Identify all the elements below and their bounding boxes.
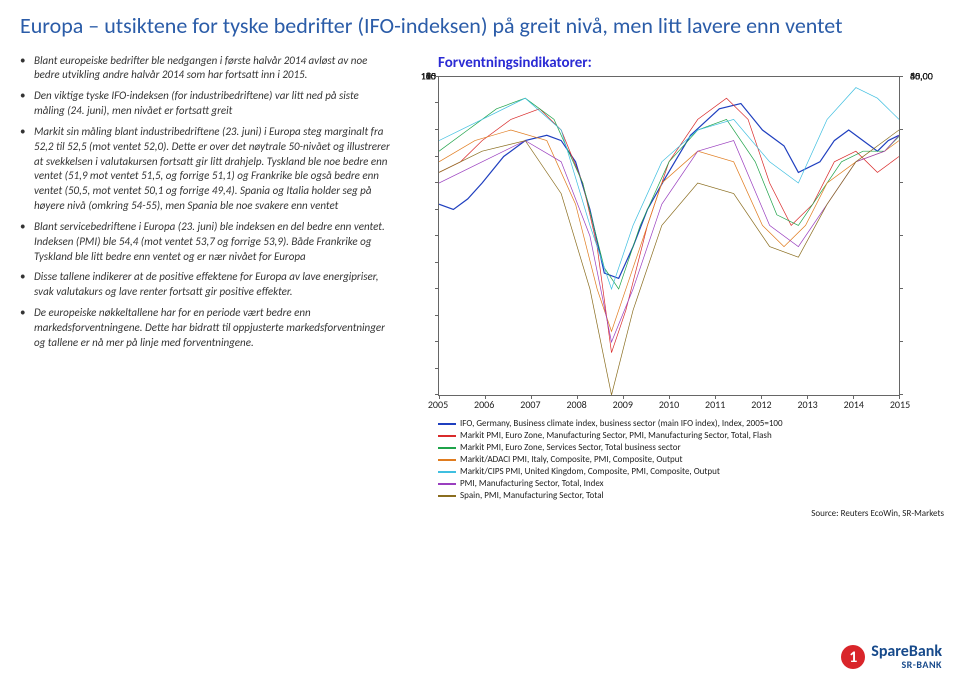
bullet-item: Markit sin måling blant industribedrifte… xyxy=(20,125,390,214)
bullet-item: Blant europeiske bedrifter ble nedgangen… xyxy=(20,54,390,84)
legend-swatch-icon xyxy=(438,435,456,437)
x-axis-labels: 2005200620072008200920102011201220132014… xyxy=(438,398,900,416)
legend-row: Markit PMI, Euro Zone, Manufacturing Sec… xyxy=(438,430,948,442)
brand-logo: 1 SpareBank SR-BANK xyxy=(841,644,942,670)
chart-box: 6065707580859095100105110115120 30,0035,… xyxy=(398,76,948,416)
bullet-item: Den viktige tyske IFO-indeksen (for indu… xyxy=(20,89,390,119)
legend-swatch-icon xyxy=(438,495,456,497)
legend-row: Markit/CIPS PMI, United Kingdom, Composi… xyxy=(438,466,948,478)
chart-plot xyxy=(438,76,900,396)
legend-label: Markit PMI, Euro Zone, Manufacturing Sec… xyxy=(460,430,772,442)
legend-row: Markit/ADACI PMI, Italy, Composite, PMI,… xyxy=(438,454,948,466)
series-ifo xyxy=(439,103,899,278)
content-row: Blant europeiske bedrifter ble nedgangen… xyxy=(0,44,960,520)
legend-row: Spain, PMI, Manufacturing Sector, Total xyxy=(438,490,948,502)
chart-svg xyxy=(439,77,899,395)
chart-area: Forventningsindikatorer: 606570758085909… xyxy=(398,54,948,520)
legend-swatch-icon xyxy=(438,471,456,473)
series-it_mfg xyxy=(439,135,899,342)
legend-row: Markit PMI, Euro Zone, Services Sector, … xyxy=(438,442,948,454)
legend-label: PMI, Manufacturing Sector, Total, Index xyxy=(460,478,604,490)
series-ez_mfg xyxy=(439,98,899,352)
page-title: Europa – utsiktene for tyske bedrifter (… xyxy=(0,0,960,44)
logo-mark-icon: 1 xyxy=(841,645,865,669)
legend-label: Spain, PMI, Manufacturing Sector, Total xyxy=(460,490,604,502)
bullet-list: Blant europeiske bedrifter ble nedgangen… xyxy=(20,54,390,351)
chart-legend: IFO, Germany, Business climate index, bu… xyxy=(398,418,948,503)
legend-label: Markit PMI, Euro Zone, Services Sector, … xyxy=(460,442,681,454)
chart-title: Forventningsindikatorer: xyxy=(398,54,948,72)
legend-label: Markit/ADACI PMI, Italy, Composite, PMI,… xyxy=(460,454,683,466)
chart-source: Source: Reuters EcoWin, SR-Markets xyxy=(398,508,948,519)
legend-label: Markit/CIPS PMI, United Kingdom, Composi… xyxy=(460,466,720,478)
legend-swatch-icon xyxy=(438,447,456,449)
series-it_comp xyxy=(439,130,899,331)
logo-sub-text: SR-BANK xyxy=(901,660,942,670)
logo-text: SpareBank SR-BANK xyxy=(871,644,942,670)
legend-row: PMI, Manufacturing Sector, Total, Index xyxy=(438,478,948,490)
legend-swatch-icon xyxy=(438,483,456,485)
legend-swatch-icon xyxy=(438,459,456,461)
legend-swatch-icon xyxy=(438,423,456,425)
bullet-item: Disse tallene indikerer at de positive e… xyxy=(20,270,390,300)
legend-label: IFO, Germany, Business climate index, bu… xyxy=(460,418,783,430)
series-uk_comp xyxy=(439,87,899,288)
legend-row: IFO, Germany, Business climate index, bu… xyxy=(438,418,948,430)
bullet-column: Blant europeiske bedrifter ble nedgangen… xyxy=(20,54,390,520)
bullet-item: De europeiske nøkkeltallene har for en p… xyxy=(20,306,390,351)
bullet-item: Blant servicebedriftene i Europa (23. ju… xyxy=(20,220,390,265)
